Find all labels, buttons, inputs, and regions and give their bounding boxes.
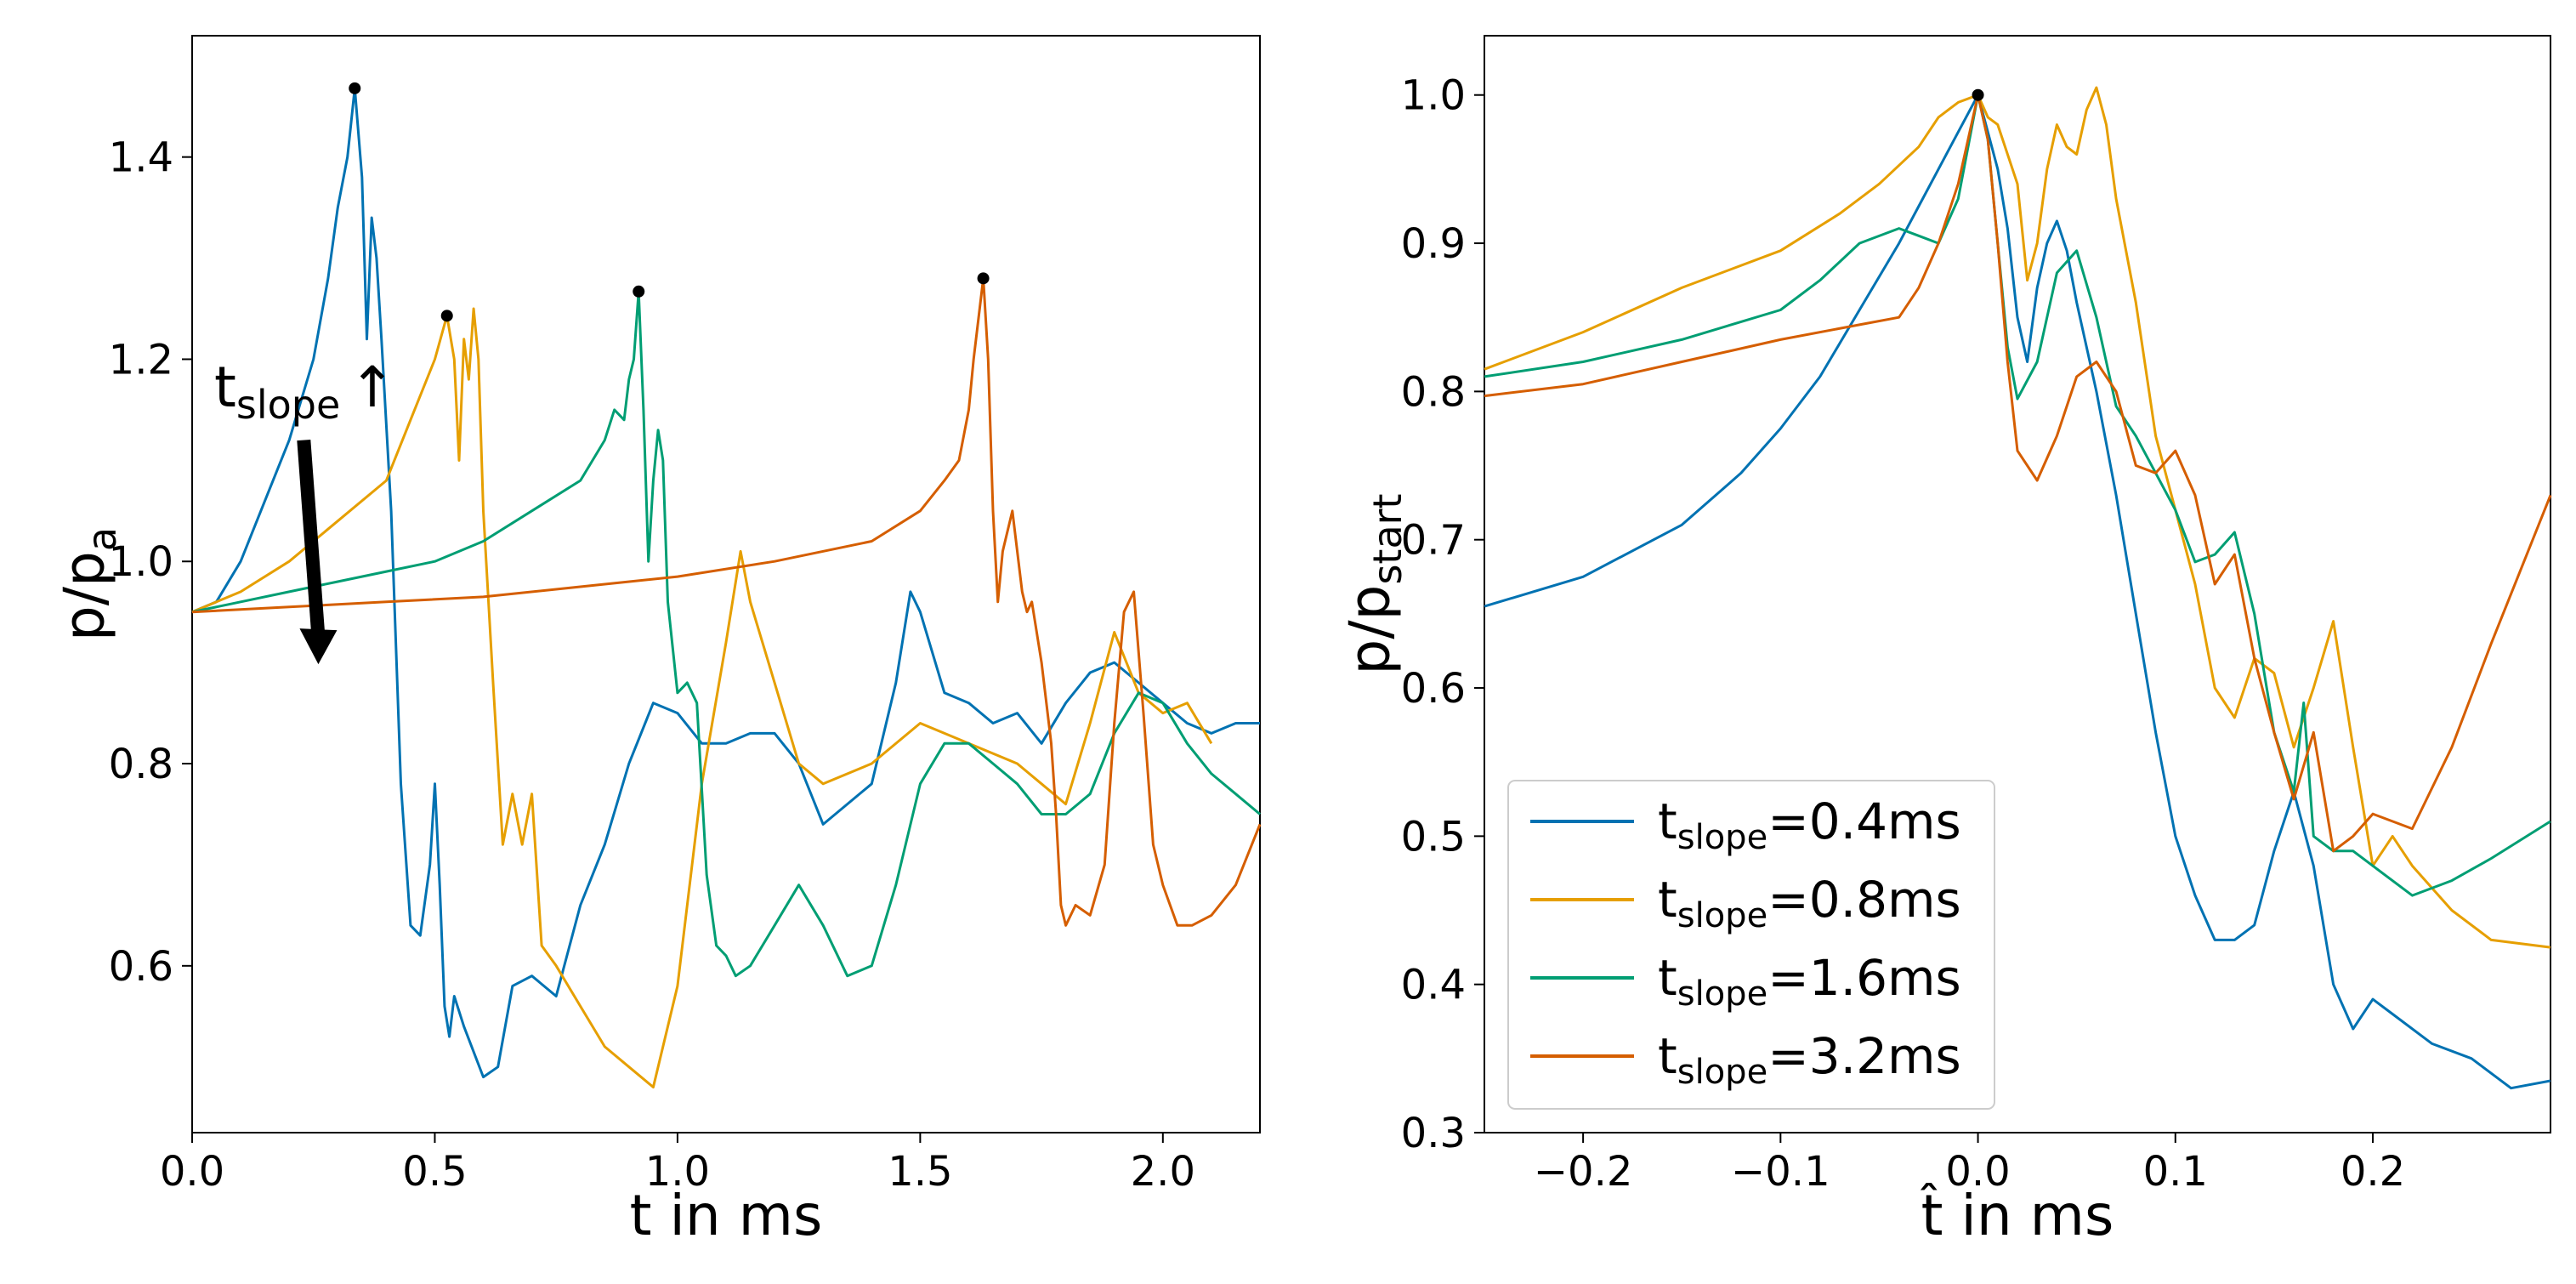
left-plot-frame [191, 35, 1261, 1133]
left-y-tick-label: 0.8 [109, 741, 173, 788]
annotation-arrow-shaft [297, 439, 326, 638]
right-x-tick-label: −0.1 [1731, 1148, 1830, 1196]
right-y-tick-label: 0.5 [1401, 813, 1466, 861]
right-y-tick-label: 0.8 [1401, 368, 1466, 416]
right-y-tick-label: 0.3 [1401, 1110, 1466, 1157]
right-y-tick-label: 1.0 [1401, 72, 1466, 120]
right-peak-markers [1972, 88, 1984, 101]
left-peak-markers [349, 82, 990, 322]
legend-box [1507, 780, 1995, 1110]
left-y-axis-label-sub: a [79, 527, 125, 551]
left-x-tick-label: 0.5 [402, 1148, 467, 1196]
legend-label-3: tslope=3.2ms [1658, 1027, 1961, 1092]
right-y-ticks: 0.3 0.4 0.5 0.6 0.7 0.8 0.9 1.0 [1401, 72, 1484, 1157]
legend-label-2: tslope=1.6ms [1658, 949, 1961, 1014]
tslope-annotation-label: tslope ↑ [214, 355, 396, 428]
right-chart: −0.2 −0.1 0.0 0.1 0.2 0.3 0.4 0.5 0.6 0.7 0.8 0.9 1… [1337, 35, 2552, 1248]
left-chart: 0.0 0.5 1.0 1.5 2.0 0.60.81.01.21.4 tslope ↑ … [52, 35, 1262, 1248]
right-series-line-3 [1484, 94, 2552, 853]
left-series-line-1 [191, 307, 1213, 1088]
annotation-sub: slope [236, 382, 340, 428]
left-x-tick-label: 0.0 [160, 1148, 224, 1196]
right-series-line-0 [1484, 94, 2551, 1090]
left-series-line-3 [191, 276, 1262, 927]
right-peak-marker-0 [1972, 88, 1984, 101]
left-x-tick-label: 1.0 [645, 1148, 710, 1196]
left-y-axis-label-main: p/p [52, 551, 117, 641]
left-y-tick-label: 1.2 [109, 336, 173, 383]
right-y-axis-label-sub: start [1365, 493, 1410, 584]
left-series-group [191, 87, 1262, 1088]
right-x-tick-label: 0.0 [1945, 1148, 2010, 1196]
left-x-tick-label: 2.0 [1131, 1148, 1195, 1196]
annotation-main: t [214, 355, 236, 420]
right-x-axis-label: t̂ in ms [1920, 1182, 2114, 1248]
left-annotation: tslope ↑ [214, 355, 396, 665]
right-y-tick-label: 0.9 [1401, 220, 1466, 268]
left-y-tick-label: 0.6 [109, 943, 173, 991]
right-x-tick-label: −0.2 [1534, 1148, 1633, 1196]
annotation-arrow-glyph: ↑ [349, 355, 395, 420]
left-peak-marker-0 [349, 82, 361, 94]
left-x-axis-label: t in ms [630, 1183, 823, 1248]
left-y-tick-label: 1.0 [109, 538, 173, 586]
right-plot-frame [1484, 35, 2551, 1133]
annotation-arrow-head [299, 628, 338, 665]
left-x-ticks: 0.0 0.5 1.0 1.5 2.0 [160, 1133, 1195, 1196]
left-peak-marker-2 [633, 285, 645, 298]
left-y-ticks: 0.6 0.8 1.0 1.2 1.4 [109, 134, 192, 991]
left-series-line-0 [191, 87, 1260, 1079]
left-peak-marker-1 [440, 310, 453, 322]
right-x-tick-label: 0.1 [2143, 1148, 2208, 1196]
right-y-tick-label: 0.4 [1401, 962, 1466, 1009]
left-y-tick-label: 1.4 [109, 134, 173, 182]
left-x-tick-label: 1.5 [888, 1148, 952, 1196]
right-x-tick-label: 0.2 [2341, 1148, 2405, 1196]
right-y-axis-label: p/pstart [1337, 493, 1410, 674]
left-series-line-2 [191, 290, 1261, 978]
legend-label-1: tslope=0.8ms [1658, 871, 1961, 935]
right-series-line-1 [1484, 86, 2551, 949]
left-peak-marker-3 [977, 272, 990, 285]
legend-label-0: tslope=0.4ms [1658, 793, 1961, 857]
left-y-axis-label: p/pa [52, 527, 125, 641]
legend: tslope=0.4ms tslope=0.8ms tslope=1.6ms tslo… [1507, 780, 1995, 1110]
right-y-axis-label-main: p/p [1337, 585, 1403, 675]
right-x-ticks: −0.2 −0.1 0.0 0.1 0.2 [1534, 1133, 2405, 1196]
right-series-line-2 [1484, 94, 2551, 897]
right-y-tick-label: 0.6 [1401, 665, 1466, 713]
right-series-group [1484, 86, 2552, 1090]
right-y-tick-label: 0.7 [1401, 517, 1466, 565]
